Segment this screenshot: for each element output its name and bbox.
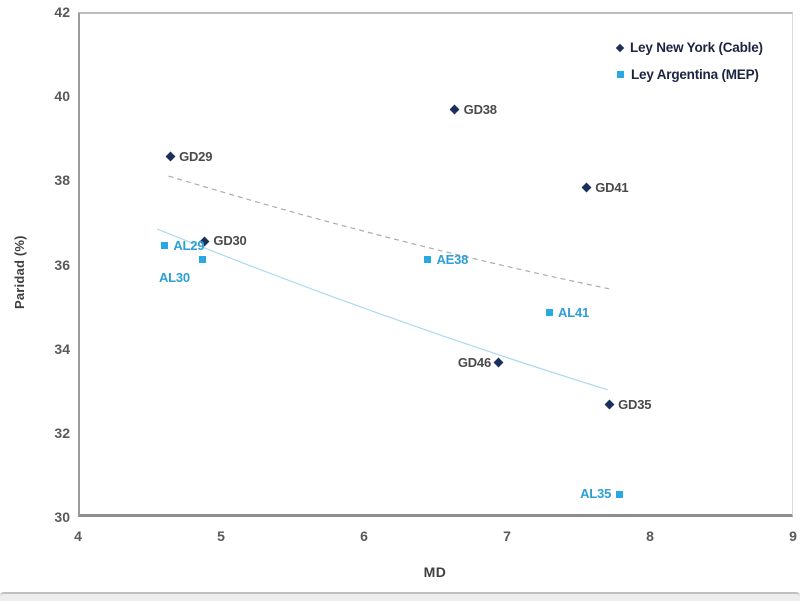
point-label-al29: AL29 — [173, 237, 205, 253]
x-tick-label-9: 9 — [789, 528, 797, 544]
x-tick-label-4: 4 — [74, 528, 82, 544]
point-marker-al30 — [199, 256, 207, 264]
plot-area: GD29 GD30 GD38 GD41 GD46 GD35 AL29 AL30 AE38 AL41… — [78, 12, 793, 517]
legend-item-0: Ley New York (Cable) — [615, 34, 763, 61]
point-label-gd46: GD46 — [457, 354, 491, 370]
y-tick-label-40: 40 — [54, 88, 70, 105]
x-tick-label-6: 6 — [360, 528, 368, 544]
point-label-al41: AL41 — [558, 304, 590, 320]
trendlines-layer — [156, 175, 610, 391]
point-label-al35: AL35 — [580, 486, 612, 502]
point-marker-al41 — [545, 309, 553, 317]
bottom-divider-bar — [0, 592, 800, 601]
point-marker-ae38 — [423, 256, 431, 264]
x-tick-label-8: 8 — [646, 528, 654, 544]
y-tick-label-30: 30 — [54, 509, 70, 525]
point-label-gd35: GD35 — [618, 396, 652, 412]
point-label-gd38: GD38 — [463, 101, 497, 117]
chart-legend: Ley New York (Cable) Ley Argentina (MEP) — [615, 34, 763, 88]
legend-diamond-icon — [615, 43, 625, 52]
point-label-ae38: AE38 — [436, 251, 469, 267]
legend-square-icon — [617, 71, 624, 78]
y-tick-label-32: 32 — [54, 424, 70, 441]
y-tick-label-42: 42 — [54, 4, 70, 20]
y-tick-label-38: 38 — [54, 172, 70, 189]
point-marker-al35 — [615, 490, 623, 498]
y-tick-label-34: 34 — [54, 340, 70, 357]
point-marker-al29 — [160, 242, 168, 250]
x-tick-label-7: 7 — [503, 528, 511, 544]
legend-label-1: Ley Argentina (MEP) — [631, 67, 759, 82]
legend-label-0: Ley New York (Cable) — [630, 40, 763, 55]
y-tick-label-36: 36 — [54, 256, 70, 273]
point-label-gd30: GD30 — [213, 233, 247, 249]
point-label-gd29: GD29 — [179, 148, 213, 164]
point-label-al30: AL30 — [158, 269, 190, 285]
x-axis-title: MD — [423, 564, 447, 580]
legend-item-1: Ley Argentina (MEP) — [617, 61, 763, 88]
x-tick-label-5: 5 — [217, 528, 225, 544]
point-label-gd41: GD41 — [595, 179, 629, 195]
trendline-series-1 — [156, 228, 608, 391]
trendline-series-0 — [168, 175, 610, 290]
